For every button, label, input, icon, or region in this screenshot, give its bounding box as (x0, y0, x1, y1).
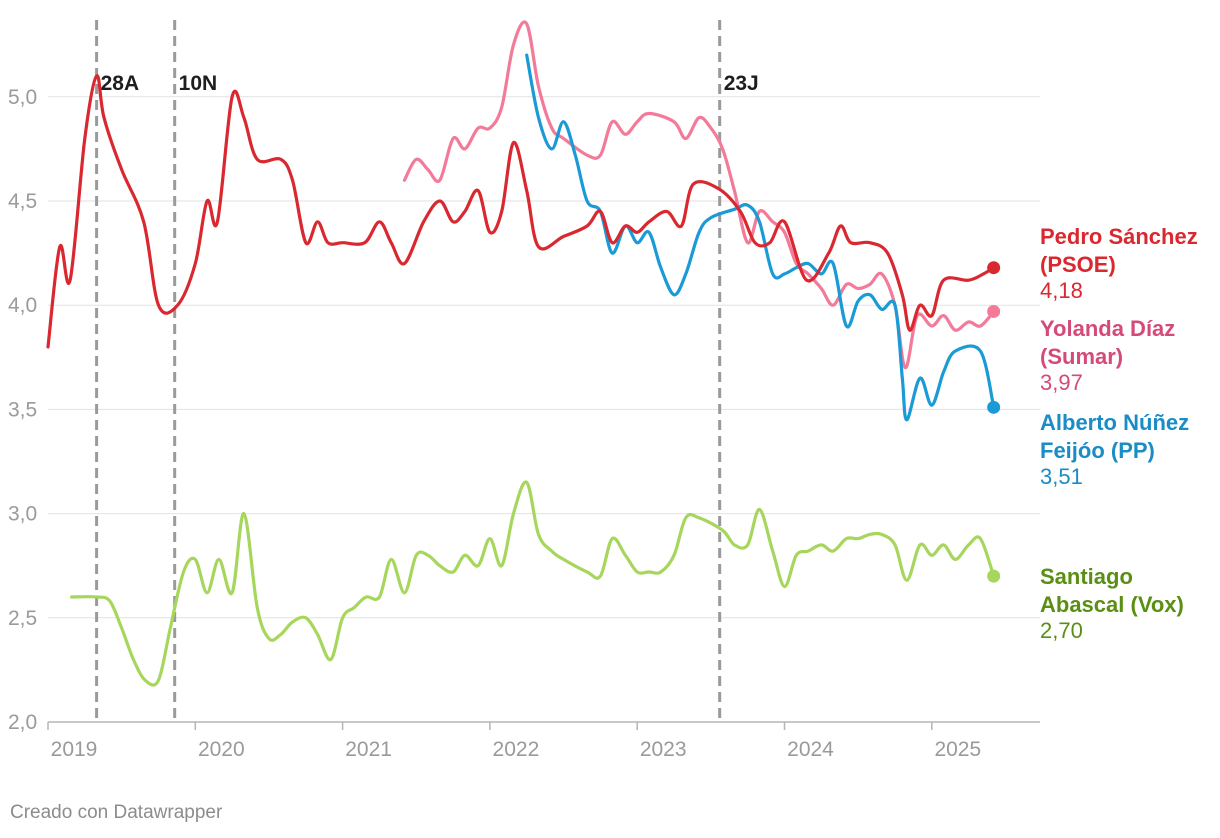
series-value-abascal: 2,70 (1040, 618, 1083, 643)
x-axis: 2019 2020 2021 2022 2023 2024 2025 (47, 722, 981, 761)
series-line-abascal (70, 480, 996, 687)
series-name-abascal: Abascal (Vox) (1040, 592, 1184, 617)
series-name-sanchez: (PSOE) (1040, 252, 1116, 277)
series-line-sanchez (46, 74, 996, 349)
y-tick-label: 2,5 (8, 607, 37, 630)
x-tick-label: 2023 (640, 738, 687, 761)
x-tick-label: 2019 (51, 738, 98, 761)
series-labels: Pedro Sánchez (PSOE)4,18 Yolanda Díaz (Suma… (1040, 224, 1198, 643)
series-name-abascal: Santiago (1040, 564, 1133, 589)
y-tick-label: 2,0 (8, 711, 37, 734)
y-tick-label: 3,0 (8, 503, 37, 526)
end-point-sanchez (987, 261, 1001, 275)
end-point-diaz (987, 304, 1001, 318)
series-name-feijoo: Alberto Núñez (1040, 410, 1189, 435)
series-name-diaz: (Sumar) (1040, 344, 1123, 369)
y-axis: 2,0 2,5 3,0 3,5 4,0 4,5 5,0 (8, 86, 37, 734)
x-tick-label: 2020 (198, 738, 245, 761)
y-tick-label: 4,0 (8, 294, 37, 317)
event-markers: 28A 10N 23J (95, 20, 759, 722)
x-tick-label: 2022 (493, 738, 540, 761)
event-label: 10N (179, 72, 218, 95)
series-name-sanchez: Pedro Sánchez (1040, 224, 1198, 249)
series-line-feijoo (525, 53, 996, 422)
event-label: 23J (724, 72, 759, 95)
series-name-diaz: Yolanda Díaz (1040, 316, 1175, 341)
series-value-feijoo: 3,51 (1040, 464, 1083, 489)
y-tick-label: 3,5 (8, 398, 37, 421)
grid-lines (48, 96, 1040, 723)
series-lines (46, 20, 1001, 687)
x-tick-label: 2024 (787, 738, 834, 761)
x-tick-label: 2025 (934, 738, 981, 761)
series-value-diaz: 3,97 (1040, 370, 1083, 395)
y-tick-label: 4,5 (8, 190, 37, 213)
y-tick-label: 5,0 (8, 86, 37, 109)
event-label: 28A (101, 72, 140, 95)
series-name-feijoo: Feijóo (PP) (1040, 438, 1155, 463)
credit-text: Creado con Datawrapper (10, 802, 223, 823)
end-point-feijoo (987, 400, 1001, 414)
x-tick-label: 2021 (345, 738, 392, 761)
end-point-abascal (987, 569, 1001, 583)
series-value-sanchez: 4,18 (1040, 278, 1083, 303)
